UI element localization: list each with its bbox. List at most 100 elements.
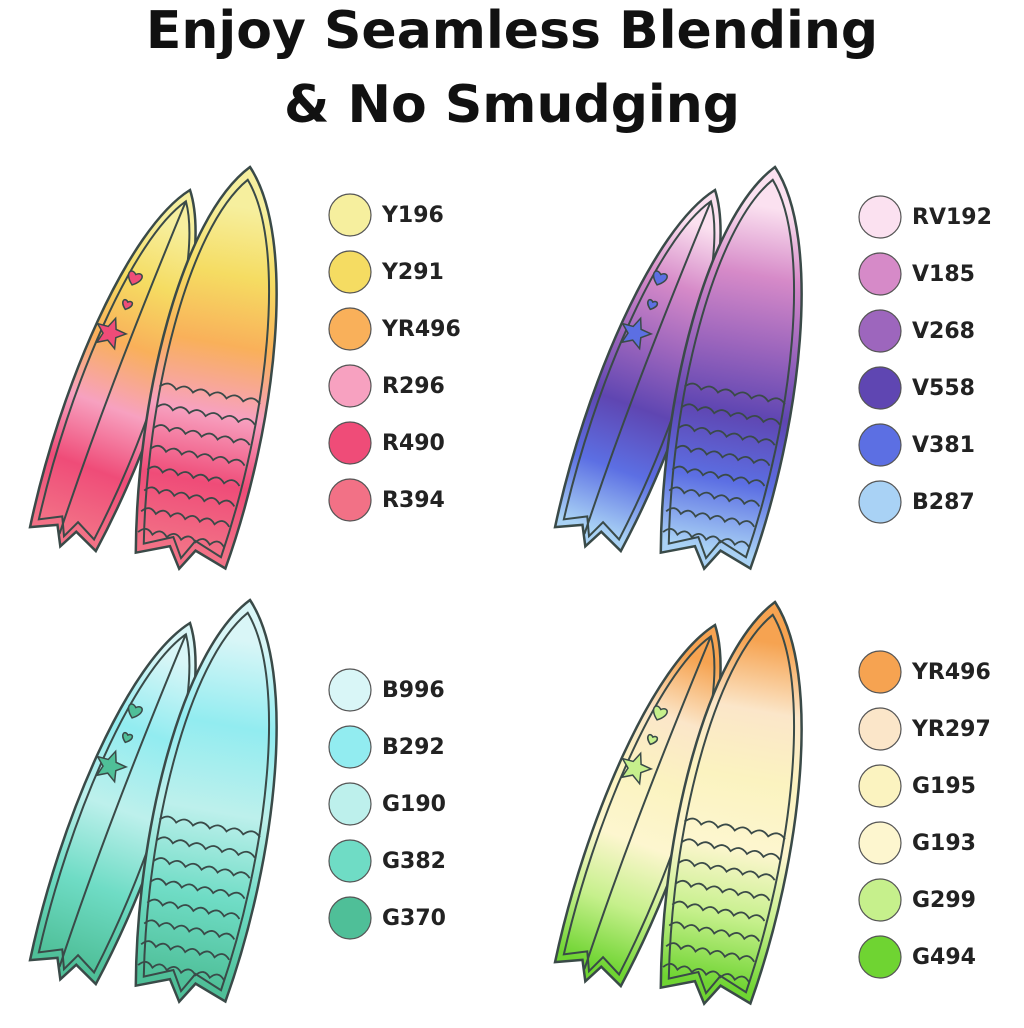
wave-line — [668, 486, 761, 507]
color-code: V185 — [912, 262, 975, 287]
color-code: YR496 — [911, 660, 991, 685]
wave-line — [680, 838, 781, 861]
wave-line — [677, 859, 776, 881]
board-outline — [142, 178, 270, 561]
stringer — [58, 633, 187, 968]
color-code: Y196 — [381, 203, 444, 228]
wave-line — [683, 382, 786, 405]
color-swatch — [328, 896, 372, 940]
color-code: R394 — [382, 488, 445, 513]
wave-line — [155, 403, 256, 426]
color-code: G299 — [912, 888, 976, 913]
heart-icon — [127, 270, 143, 286]
wave-line — [671, 465, 766, 487]
star-icon — [620, 316, 654, 351]
wave-line — [143, 919, 236, 940]
wave-line — [155, 836, 256, 859]
color-swatch — [858, 821, 902, 865]
heart-icon — [647, 298, 659, 311]
color-code: G193 — [912, 831, 976, 856]
color-swatch — [858, 764, 902, 808]
star-icon — [620, 751, 654, 786]
color-swatch — [328, 250, 372, 294]
color-code: G370 — [382, 906, 446, 931]
color-code: V558 — [912, 376, 975, 401]
surfboard-pair — [553, 165, 803, 571]
surfboard-pair — [28, 165, 278, 571]
color-code: G494 — [912, 945, 976, 970]
wave-line — [677, 424, 776, 446]
heart-icon — [652, 705, 668, 721]
wave-line — [149, 444, 246, 467]
color-code: YR297 — [911, 717, 991, 742]
wave-line — [137, 528, 225, 548]
wave-line — [674, 879, 771, 902]
wave-line — [158, 382, 261, 405]
color-swatch — [858, 707, 902, 751]
wave-line — [152, 424, 251, 446]
color-swatch — [328, 193, 372, 237]
color-swatch — [328, 364, 372, 408]
wave-line — [662, 528, 750, 548]
heart-icon — [652, 270, 668, 286]
color-swatch — [858, 480, 902, 524]
wave-line — [146, 465, 241, 487]
surfboard — [134, 598, 278, 1004]
wave-line — [665, 507, 755, 528]
stringer — [58, 200, 187, 535]
color-swatch — [858, 252, 902, 296]
wave-line — [662, 963, 750, 983]
color-code: B287 — [912, 490, 975, 515]
color-swatch — [328, 782, 372, 826]
heart-icon — [122, 731, 134, 744]
color-swatch — [858, 423, 902, 467]
color-swatch — [328, 478, 372, 522]
color-code: B292 — [382, 735, 445, 760]
wave-line — [668, 921, 761, 942]
wave-line — [143, 486, 236, 507]
wave-line — [158, 815, 261, 838]
color-code: R296 — [382, 374, 445, 399]
color-swatch — [328, 668, 372, 712]
wave-line — [665, 942, 755, 963]
heart-icon — [122, 298, 134, 311]
board-body — [659, 600, 803, 1006]
wave-line — [140, 940, 230, 961]
color-swatch — [858, 650, 902, 694]
color-code: G382 — [382, 849, 446, 874]
surfboard — [659, 600, 803, 1006]
wave-line — [671, 900, 766, 922]
color-swatch — [328, 307, 372, 351]
heart-icon — [647, 733, 659, 746]
heart-icon — [127, 703, 143, 719]
color-swatch — [328, 725, 372, 769]
board-body — [134, 598, 278, 1004]
color-swatch — [858, 878, 902, 922]
color-code: B996 — [382, 678, 445, 703]
surfboard — [134, 165, 278, 571]
color-code: Y291 — [381, 260, 444, 285]
board-body — [659, 165, 803, 571]
color-swatch — [328, 421, 372, 465]
stringer — [583, 200, 712, 535]
wave-line — [149, 877, 246, 900]
board-outline — [667, 178, 795, 561]
stringer — [583, 635, 712, 970]
wave-line — [146, 898, 241, 920]
color-swatch — [858, 195, 902, 239]
color-code: G195 — [912, 774, 976, 799]
surfboard — [659, 165, 803, 571]
wave-line — [680, 403, 781, 426]
title-line: & No Smudging — [284, 75, 740, 135]
surfboard-pair — [553, 600, 803, 1006]
board-outline — [667, 613, 795, 996]
color-code: YR496 — [381, 317, 461, 342]
wave-line — [683, 817, 786, 840]
wave-line — [140, 507, 230, 528]
surfboard-pair — [28, 598, 278, 1004]
star-icon — [95, 749, 129, 784]
color-swatch — [858, 935, 902, 979]
color-code: RV192 — [912, 205, 992, 230]
board-body — [134, 165, 278, 571]
